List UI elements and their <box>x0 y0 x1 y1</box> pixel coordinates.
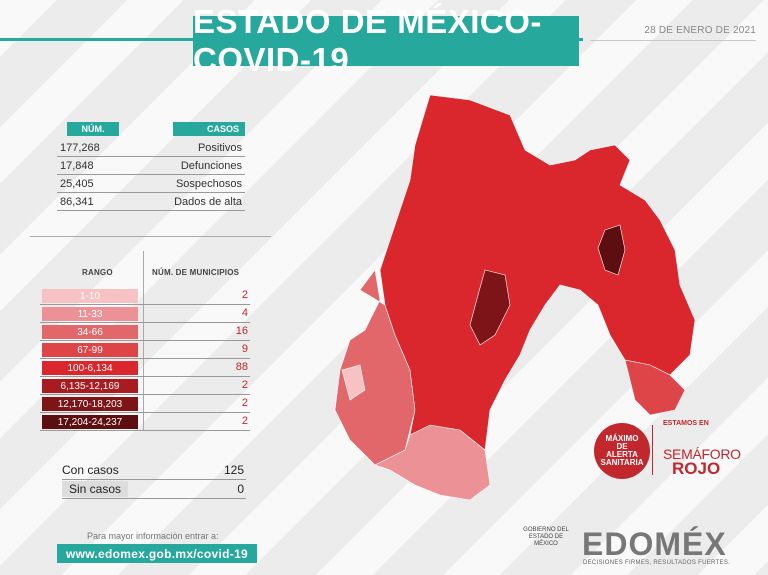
range-count: 2 <box>241 415 248 427</box>
map-region-east-dark <box>597 224 626 276</box>
range-swatch: 11-33 <box>42 307 138 321</box>
semaforo-divider <box>652 425 653 475</box>
range-label: 6,135-12,169 <box>60 380 120 392</box>
edomex-tagline: DECISIONES FIRMES, RESULTADOS FUERTES. <box>583 560 731 566</box>
url-link[interactable]: www.edomex.gob.mx/covid-19 <box>57 544 257 563</box>
badge-text: ALERTA <box>606 450 638 459</box>
sin-casos-row: Sin casos 0 <box>62 480 246 499</box>
range-count: 4 <box>241 307 248 319</box>
stats-label: Defunciones <box>180 159 242 172</box>
map-region-light <box>341 364 366 401</box>
range-label: 67-99 <box>77 344 103 356</box>
range-label: 34-66 <box>77 326 103 338</box>
semaforo-word: SEMÁFORO <box>663 446 741 462</box>
range-swatch: 6,135-12,169 <box>42 379 138 393</box>
stats-row: 86,341 Dados de alta <box>57 193 245 211</box>
stats-label: Dados de alta <box>174 195 242 208</box>
range-swatch: 34-66 <box>42 325 138 339</box>
date-label: 28 DE ENERO DE 2021 <box>644 25 756 36</box>
range-column-divider <box>143 251 144 431</box>
range-count: 9 <box>241 343 248 355</box>
sin-casos-label: Sin casos <box>62 481 129 497</box>
range-label: 11-33 <box>77 308 103 320</box>
range-swatch: 67-99 <box>42 343 138 357</box>
map-region-main <box>379 94 696 451</box>
map-region-east <box>624 359 686 416</box>
range-label: 12,170-18,203 <box>57 398 123 410</box>
page-title: ESTADO DE MÉXICO-COVID-19 <box>193 3 579 78</box>
range-label: 17,204-24,237 <box>57 416 123 428</box>
stats-num: 25,405 <box>60 177 94 190</box>
stats-label: Positivos <box>197 141 242 154</box>
stats-row: 177,268 Positivos <box>57 139 245 157</box>
con-casos-label: Con casos <box>62 463 119 477</box>
range-count: 2 <box>241 397 248 409</box>
more-info-text: Para mayor información entrar a: <box>87 531 219 541</box>
range-header: RANGO <box>82 268 113 277</box>
stats-header-casos: CASOS <box>173 122 245 136</box>
stats-table: NÚM. CASOS 177,268 Positivos 17,848 Defu… <box>57 122 245 211</box>
range-row: 11-33 4 <box>40 306 250 323</box>
stats-num: 177,268 <box>60 141 100 154</box>
semaforo-label: ESTAMOS EN <box>663 420 709 427</box>
badge-text: SANITARIA <box>600 458 644 467</box>
stats-num: 86,341 <box>60 195 94 208</box>
range-swatch: 17,204-24,237 <box>42 415 138 429</box>
gob-line2: ESTADO DE MÉXICO <box>528 534 564 547</box>
con-casos-value: 125 <box>223 463 244 477</box>
range-swatch: 100-6,134 <box>42 361 138 375</box>
range-row: 12,170-18,203 2 <box>40 396 250 413</box>
range-count: 16 <box>235 325 248 337</box>
range-count: 2 <box>241 289 248 301</box>
range-swatch: 12,170-18,203 <box>42 397 138 411</box>
stats-row: 17,848 Defunciones <box>57 157 245 175</box>
range-row: 6,135-12,169 2 <box>40 378 250 395</box>
badge-text: DE <box>616 442 628 451</box>
edomex-logo: EDOMÉX <box>582 526 727 562</box>
stats-header: NÚM. CASOS <box>57 122 245 136</box>
stats-label: Sospechosos <box>175 177 242 190</box>
map-region-south <box>374 424 491 501</box>
gobierno-logo: GOBIERNO DEL ESTADO DE MÉXICO <box>520 527 572 548</box>
range-row: 100-6,134 88 <box>40 360 250 377</box>
range-row: 17,204-24,237 2 <box>40 414 250 431</box>
range-count: 88 <box>235 361 248 373</box>
range-count: 2 <box>241 379 248 391</box>
range-label: 1-10 <box>79 290 100 302</box>
municipality-map <box>334 94 696 501</box>
range-row: 1-10 2 <box>40 288 250 305</box>
range-swatch: 1-10 <box>42 289 138 303</box>
range-row: 34-66 16 <box>40 324 250 341</box>
range-label: 100-6,134 <box>67 362 113 374</box>
stats-header-num: NÚM. <box>67 122 119 136</box>
header-line-right <box>579 38 583 41</box>
alert-badge: MÁXIMO DE ALERTA SANITARIA <box>594 423 650 479</box>
range-row: 67-99 9 <box>40 342 250 359</box>
stats-row: 25,405 Sospechosos <box>57 175 245 193</box>
gob-line1: GOBIERNO DEL <box>523 527 569 533</box>
semaforo-color: ROJO <box>672 459 721 478</box>
date-divider <box>590 40 756 41</box>
sin-casos-value: 0 <box>237 482 244 496</box>
badge-text: MÁXIMO <box>605 434 639 443</box>
con-casos-row: Con casos 125 <box>62 461 246 480</box>
section-divider <box>30 236 271 237</box>
header-line-left <box>0 38 193 41</box>
map-region-center-dark <box>469 269 511 346</box>
municipios-header: NÚM. DE MUNICIPIOS <box>152 268 240 277</box>
stats-num: 17,848 <box>60 159 94 172</box>
